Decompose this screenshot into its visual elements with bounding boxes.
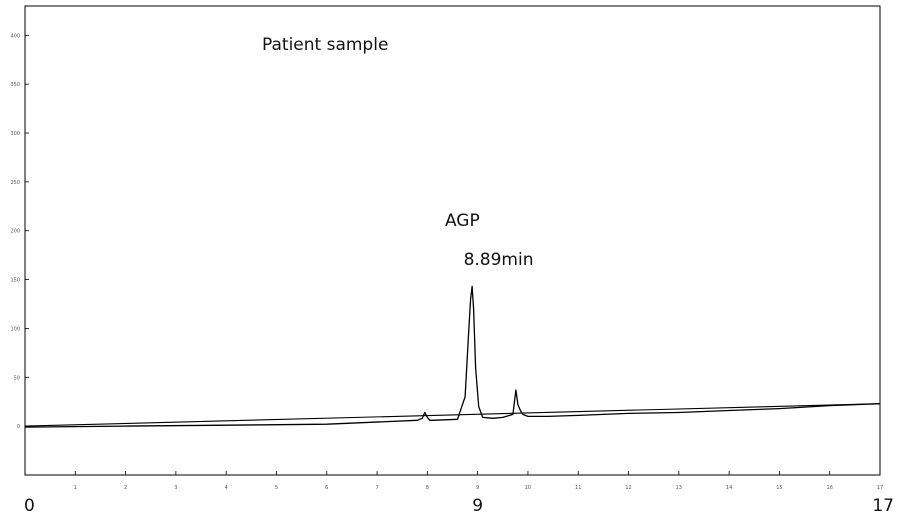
x-tick-label: 2 xyxy=(124,485,127,491)
chart-title: Patient sample xyxy=(262,35,388,55)
peak-annotation: AGP xyxy=(445,211,480,231)
y-tick-label: 250 xyxy=(10,180,20,186)
baseline-trace xyxy=(24,403,881,427)
chromatogram-trace xyxy=(24,285,881,428)
x-axis-labels: 0 9 17 xyxy=(24,496,894,516)
x-tick-label: 11 xyxy=(575,485,581,491)
x-tick-label: 5 xyxy=(275,485,278,491)
y-tick-label: 300 xyxy=(10,131,20,137)
y-tick-label: 200 xyxy=(10,229,20,235)
x-tick-label: 3 xyxy=(174,485,177,491)
x-tick-label: 14 xyxy=(726,485,732,491)
x-tick-label: 8 xyxy=(426,485,429,491)
y-tick-label: 400 xyxy=(10,33,20,39)
peak-annotation: 8.89min xyxy=(464,250,534,270)
y-tick-label: 150 xyxy=(10,278,20,284)
x-tick-label: 7 xyxy=(375,485,378,491)
y-tick-label: 50 xyxy=(14,375,20,381)
x-tick-label: 13 xyxy=(676,485,682,491)
x-tick-label: 17 xyxy=(877,485,883,491)
x-tick-label: 1 xyxy=(74,485,77,491)
y-axis-ticks: 0 50 100 150 200 250 300 350 400 xyxy=(10,33,29,430)
series-layer xyxy=(24,285,881,428)
y-tick-label: 350 xyxy=(10,82,20,88)
y-tick-label: 100 xyxy=(10,326,20,332)
x-tick-label: 4 xyxy=(225,485,228,491)
x-tick-label: 6 xyxy=(325,485,328,491)
x-tick-label: 12 xyxy=(625,485,631,491)
x-tick-label: 10 xyxy=(525,485,531,491)
x-tick-label: 9 xyxy=(476,485,479,491)
x-axis-label: 17 xyxy=(872,496,894,516)
x-axis-ticks: 1 2 3 4 5 6 7 8 9 10 11 12 13 14 15 16 17 xyxy=(74,471,883,491)
x-axis-label: 0 xyxy=(24,496,35,516)
x-axis-label: 9 xyxy=(472,496,483,516)
y-tick-label: 0 xyxy=(17,424,20,430)
annotations: AGP 8.89min xyxy=(445,211,534,270)
x-tick-label: 15 xyxy=(776,485,782,491)
x-tick-label: 16 xyxy=(827,485,833,491)
plot-frame xyxy=(24,5,881,476)
